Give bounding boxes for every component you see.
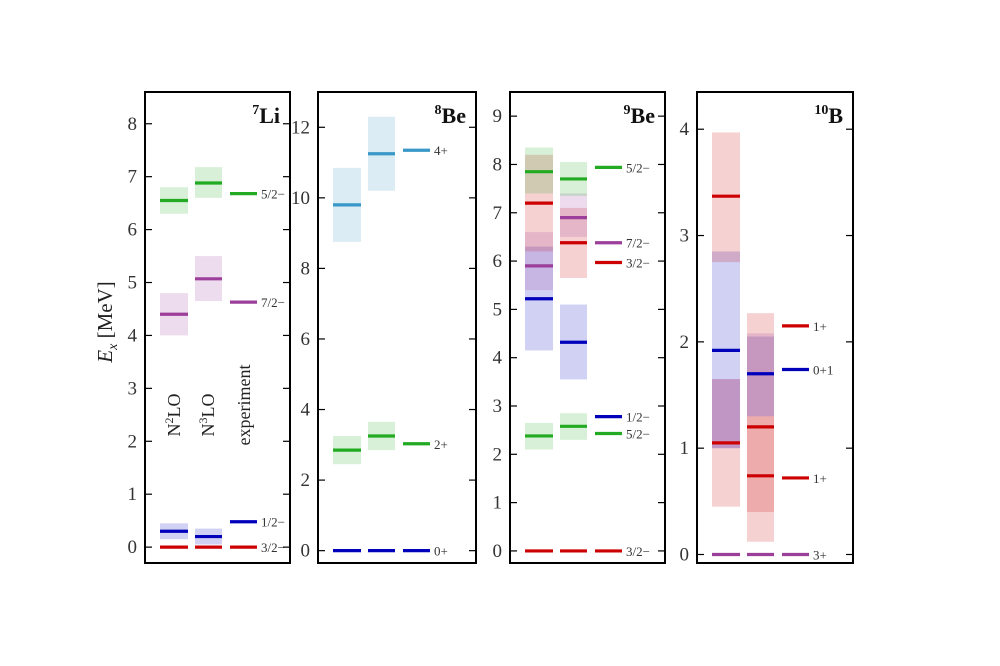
state-label: 3/2− [626, 544, 650, 559]
state-label: 5/2− [626, 160, 650, 175]
y-tick-label: 1 [680, 438, 690, 459]
y-tick-label: 4 [680, 119, 690, 140]
state-label: 3+ [813, 547, 827, 562]
y-tick-label: 4 [301, 400, 311, 421]
nucleus-label: 8Be [435, 103, 467, 128]
uncertainty-band [712, 379, 740, 449]
state-label: 3/2− [626, 256, 650, 271]
y-tick-label: 2 [301, 470, 311, 491]
y-tick-label: 7 [493, 203, 503, 224]
column-label: N3LO [196, 394, 218, 437]
y-tick-label: 0 [493, 541, 503, 562]
y-tick-label: 8 [301, 258, 311, 279]
uncertainty-band [525, 232, 553, 291]
column-label: N2LO [162, 394, 184, 437]
mass-number: 9 [624, 103, 631, 118]
y-axis-label: Ex [MeV] [93, 281, 121, 363]
y-tick-label: 7 [128, 167, 138, 188]
y-tick-label: 6 [301, 329, 311, 350]
element-symbol: B [828, 103, 843, 128]
state-label: 1/2− [626, 410, 650, 425]
uncertainty-band [747, 416, 774, 542]
panel-frame [509, 91, 666, 564]
panels: 0123456783/2−1/2−7/2−5/2−7Li0246810120+2… [128, 91, 854, 565]
element-symbol: Be [631, 103, 656, 128]
y-tick-label: 8 [128, 114, 138, 135]
nucleus-label: 10B [814, 103, 843, 128]
y-tick-label: 5 [128, 273, 138, 294]
y-tick-label: 10 [291, 188, 310, 209]
panel-frame [144, 91, 291, 564]
y-tick-label: 1 [128, 484, 138, 505]
y-tick-label: 12 [291, 117, 310, 138]
state-label: 1+ [813, 471, 827, 486]
nucleus-label: 7Li [252, 103, 280, 128]
element-symbol: Li [259, 103, 280, 128]
element-symbol: Be [442, 103, 467, 128]
y-tick-label: 0 [301, 541, 311, 562]
y-tick-label: 9 [493, 106, 503, 127]
column-labels: N2LO N3LO experiment [162, 365, 254, 446]
y-tick-label: 3 [680, 226, 690, 247]
y-tick-label: 2 [128, 431, 138, 452]
state-label: 4+ [434, 143, 448, 158]
y-tick-label: 6 [493, 251, 503, 272]
y-tick-label: 8 [493, 154, 503, 175]
nucleus-label: 9Be [624, 103, 656, 128]
uncertainty-band [747, 313, 774, 512]
y-tick-label: 0 [128, 537, 138, 558]
y-tick-label: 4 [128, 325, 138, 346]
panel-4: 0 1 2 3 4 3+ 1+ 0+1 1+ 10B [680, 91, 854, 565]
y-tick-label: 6 [128, 220, 138, 241]
uncertainty-band [560, 193, 587, 237]
y-tick-label: 1 [493, 493, 503, 514]
state-label: 3/2− [261, 540, 285, 555]
mass-number: 7 [252, 103, 259, 118]
y-tick-label: 2 [680, 332, 690, 353]
y-tick-label: 3 [493, 396, 503, 417]
state-label: 1/2− [261, 515, 285, 530]
uncertainty-band [747, 336, 774, 417]
panel-frame [317, 91, 477, 564]
state-label: 1+ [813, 319, 827, 334]
panel-frame [696, 91, 854, 564]
state-label: 0+1 [813, 362, 833, 377]
state-label: 5/2− [261, 187, 285, 202]
state-label: 0+ [434, 544, 448, 559]
y-tick-label: 0 [680, 544, 690, 565]
y-tick-label: 4 [493, 348, 503, 369]
state-label: 7/2− [626, 236, 650, 251]
mass-number: 10 [814, 103, 828, 118]
y-tick-label: 2 [493, 444, 503, 465]
y-tick-label: 3 [128, 378, 138, 399]
y-tick-label: 5 [493, 299, 503, 320]
state-label: 5/2− [626, 427, 650, 442]
state-label: 7/2− [261, 295, 285, 310]
mass-number: 8 [435, 103, 442, 118]
column-label: experiment [234, 365, 254, 446]
state-label: 2+ [434, 437, 448, 452]
